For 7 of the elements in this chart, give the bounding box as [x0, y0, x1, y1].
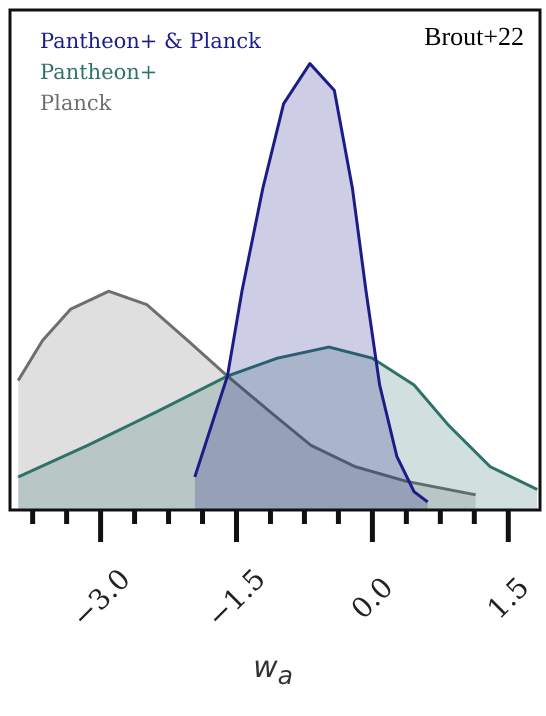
text: Brout+22 — [424, 22, 524, 52]
x-tick-label: 1.5 — [480, 570, 536, 626]
text: Planck — [40, 90, 112, 117]
x-axis-title: w$_{a}$ — [252, 650, 294, 690]
text: Pantheon+ — [40, 59, 158, 86]
x-tick-label: 0.0 — [344, 570, 400, 626]
text: Pantheon+ & Planck — [40, 28, 261, 55]
